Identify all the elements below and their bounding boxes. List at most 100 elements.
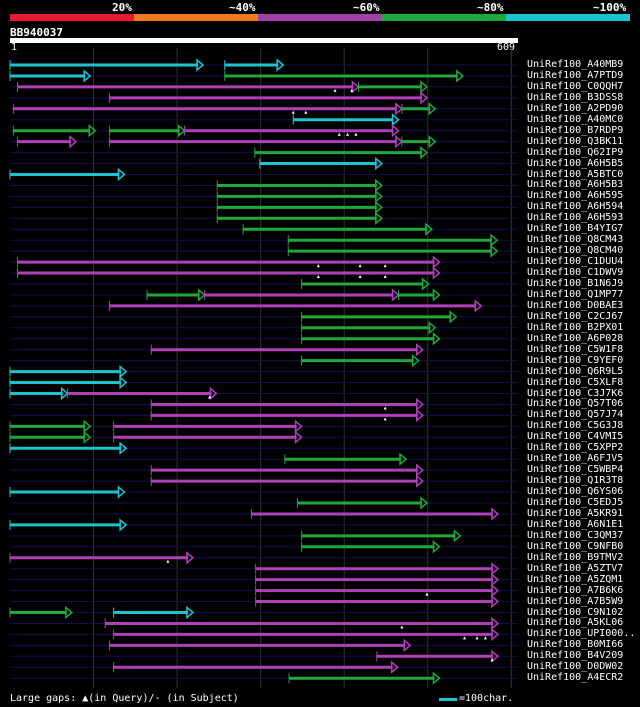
legend-segment [134, 14, 258, 21]
hit-label[interactable]: UniRef100_A40MC0 [527, 113, 624, 125]
hit-label[interactable]: UniRef100_C1DUU4 [527, 256, 624, 268]
hit-label[interactable]: UniRef100_Q6YS06 [527, 486, 624, 498]
hit-label[interactable]: UniRef100_A6P028 [527, 332, 624, 344]
hit-label[interactable]: UniRef100_A6FJV5 [527, 453, 624, 465]
segment-arrowhead [209, 386, 218, 401]
scale-text: =100char. [459, 693, 514, 704]
segment-arrowhead [425, 222, 434, 236]
hit-label[interactable]: UniRef100_C9YEF0 [527, 354, 624, 366]
legend-label-20: 20% [112, 1, 132, 14]
hit-label[interactable]: UniRef100_Q62IP9 [527, 146, 624, 158]
segment-arrowhead [375, 200, 383, 214]
segment-arrowhead [395, 102, 404, 116]
hit-label[interactable]: UniRef100_D0BAE3 [527, 299, 624, 311]
hit-label[interactable]: UniRef100_C9N102 [527, 606, 624, 618]
query-end: 609 [497, 42, 516, 53]
segment-arrowhead [119, 441, 128, 455]
hit-label[interactable]: UniRef100_Q57T06 [527, 398, 624, 410]
hit-label[interactable]: UniRef100_C0QQH7 [527, 80, 624, 92]
segment-arrowhead [420, 145, 429, 160]
query-gap-marker [316, 275, 320, 279]
hit-label[interactable]: UniRef100_B4V209 [527, 650, 624, 662]
hit-label[interactable]: UniRef100_B9TMV2 [527, 551, 624, 563]
segment-arrowhead [391, 124, 400, 138]
hit-label[interactable]: UniRef100_A5BTC0 [527, 168, 624, 180]
segment-arrowhead [432, 671, 441, 685]
segment-arrowhead [420, 80, 429, 94]
hit-label[interactable]: UniRef100_A6H5B3 [527, 179, 624, 191]
hit-label[interactable]: UniRef100_A6H594 [527, 201, 624, 213]
hit-label[interactable]: UniRef100_Q8CM43 [527, 234, 624, 246]
hit-label[interactable]: UniRef100_C2CJ67 [527, 310, 624, 322]
hit-label[interactable]: UniRef100_C5XPP2 [527, 442, 624, 454]
segment-arrowhead [432, 288, 441, 302]
hit-label[interactable]: UniRef100_Q8CM40 [527, 245, 624, 257]
hit-label[interactable]: UniRef100_A7B6K6 [527, 584, 624, 596]
query-gap-marker [350, 88, 354, 92]
segment-arrowhead [399, 452, 408, 466]
query-name: BB940037 [10, 26, 63, 39]
query-gap-marker [304, 110, 308, 114]
segment-arrowhead [196, 58, 205, 72]
hit-label[interactable]: UniRef100_A4ECR2 [527, 672, 624, 684]
segment-arrowhead [197, 288, 206, 302]
hit-label[interactable]: UniRef100_C3QM37 [527, 529, 624, 541]
hit-label[interactable]: UniRef100_Q3BK11 [527, 135, 624, 147]
hit-label[interactable]: UniRef100_C3J7K6 [527, 387, 624, 399]
segment-arrowhead [432, 266, 441, 280]
hit-label[interactable]: UniRef100_B4YIG7 [527, 223, 624, 235]
hit-label[interactable]: UniRef100_Q6R9L5 [527, 365, 624, 377]
hit-label[interactable]: UniRef100_B2PX01 [527, 321, 624, 333]
hit-label[interactable]: UniRef100_C5EDJ5 [527, 497, 624, 508]
hit-label[interactable]: UniRef100_C5G3J8 [527, 420, 624, 432]
hit-label[interactable]: UniRef100_A40MB9 [527, 59, 624, 70]
hit-label[interactable]: UniRef100_C5W1F8 [527, 343, 624, 355]
hit-label[interactable]: UniRef100_Q1R3T8 [527, 475, 624, 487]
legend-labels: 20% ~40% ~60% ~80% ~100% [0, 0, 640, 14]
hit-label[interactable]: UniRef100_B3DSS8 [527, 91, 624, 103]
query-gap-marker [354, 132, 358, 136]
hit-label[interactable]: UniRef100_C9NFB0 [527, 540, 624, 552]
hit-label[interactable]: UniRef100_Q1MP77 [527, 288, 624, 300]
segment-arrowhead [83, 419, 92, 433]
segment-arrowhead [491, 649, 500, 663]
segment-arrowhead [428, 102, 437, 116]
hit-label[interactable]: UniRef100_A5ZQM1 [527, 573, 624, 585]
segment-arrowhead [351, 80, 360, 94]
hit-label[interactable]: UniRef100_UPI000.. [527, 628, 636, 640]
hit-label[interactable]: UniRef100_A6N1E1 [527, 518, 624, 530]
segment-arrowhead [428, 135, 437, 149]
hit-label[interactable]: UniRef100_A6H593 [527, 212, 624, 224]
hit-label[interactable]: UniRef100_A5KR91 [527, 507, 624, 519]
segment-arrowhead [420, 496, 429, 510]
query-sequence-bar [10, 38, 518, 43]
hit-label[interactable]: UniRef100_D0DW02 [527, 661, 624, 673]
hit-label[interactable]: UniRef100_B1N6J9 [527, 278, 624, 289]
hit-label[interactable]: UniRef100_B0MI66 [527, 639, 624, 651]
segment-arrowhead [375, 211, 383, 225]
hit-label[interactable]: UniRef100_C5XLF8 [527, 376, 624, 388]
hit-label[interactable]: UniRef100_A7PTD9 [527, 69, 624, 81]
segment-arrowhead [428, 321, 437, 335]
hit-label[interactable]: UniRef100_C5WBP4 [527, 464, 624, 476]
segment-arrowhead [491, 616, 500, 631]
segment-arrowhead [119, 375, 128, 390]
hit-label[interactable]: UniRef100_A6H5B5 [527, 157, 624, 169]
query-gap-marker [463, 636, 467, 640]
hit-label[interactable]: UniRef100_Q57J74 [527, 409, 624, 421]
query-gap-marker [475, 636, 479, 640]
query-gap-marker [490, 658, 494, 662]
query-gap-marker [400, 625, 404, 629]
segment-arrowhead [490, 244, 499, 258]
hit-label[interactable]: UniRef100_A5KL06 [527, 617, 624, 629]
hit-label[interactable]: UniRef100_A7B5W9 [527, 595, 624, 607]
segment-arrowhead [421, 277, 430, 291]
hit-label[interactable]: UniRef100_C1DWV9 [527, 267, 624, 279]
legend-segment [506, 14, 630, 21]
hit-label[interactable]: UniRef100_A6H595 [527, 190, 624, 202]
hit-label[interactable]: UniRef100_A5ZTV7 [527, 562, 624, 574]
segment-arrowhead [491, 573, 500, 587]
hit-label[interactable]: UniRef100_A2PD90 [527, 102, 624, 114]
hit-label[interactable]: UniRef100_B7RDP9 [527, 124, 624, 136]
hit-label[interactable]: UniRef100_C4VMI5 [527, 431, 624, 443]
